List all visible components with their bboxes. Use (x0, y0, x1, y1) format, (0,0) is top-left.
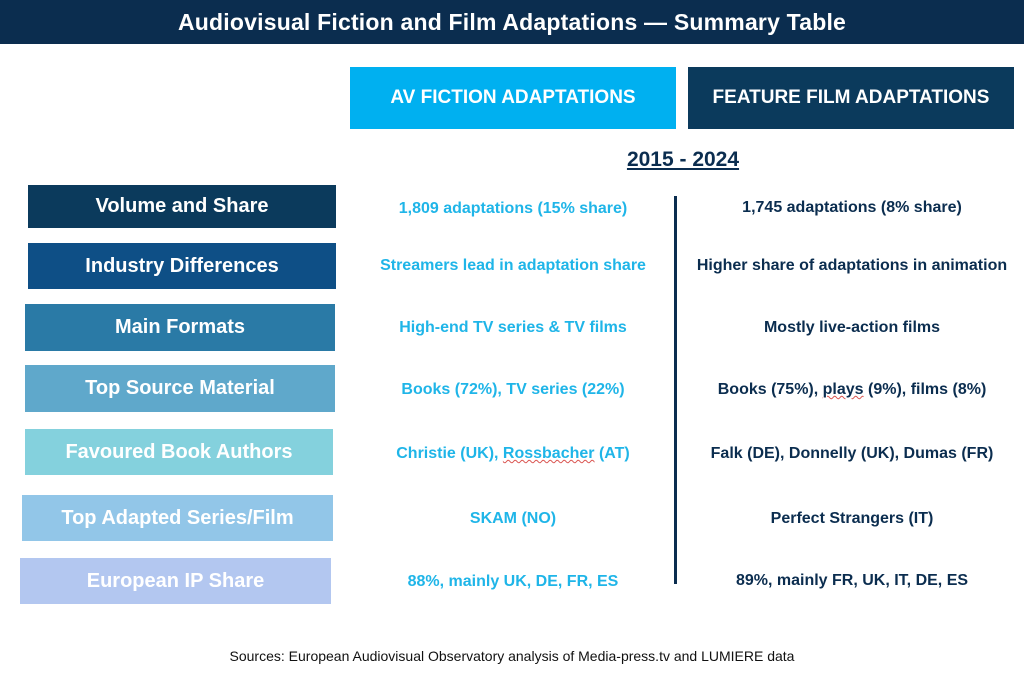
av-author-christie: Christie (UK), (396, 445, 503, 462)
row-label-volume-share: Volume and Share (28, 185, 336, 228)
row-label-european-ip-share: European IP Share (20, 558, 331, 604)
feature-film-column-header: FEATURE FILM ADAPTATIONS (688, 67, 1014, 129)
film-top-source-material: Books (75%), plays (9%), films (8%) (680, 377, 1024, 403)
row-label-top-source-material: Top Source Material (25, 365, 335, 412)
row-label-industry-differences: Industry Differences (28, 243, 336, 289)
film-industry-differences: Higher share of adaptations in animation (696, 257, 1008, 274)
av-author-country: (AT) (594, 445, 630, 462)
av-top-adapted-series: SKAM (NO) (469, 510, 557, 527)
av-european-ip-share: 88%, mainly UK, DE, FR, ES (407, 573, 619, 590)
column-divider (674, 196, 677, 584)
film-source-plays-spellcheck: plays (822, 381, 864, 398)
av-volume-share: 1,809 adaptations (15% share) (398, 200, 628, 217)
film-top-adapted-film: Perfect Strangers (IT) (770, 510, 934, 527)
row-label-favoured-book-authors: Favoured Book Authors (25, 429, 333, 475)
sources-note: Sources: European Audiovisual Observator… (229, 648, 795, 664)
row-label-top-adapted-series-film: Top Adapted Series/Film (22, 495, 333, 541)
av-author-rossbacher-spellcheck: Rossbacher (502, 445, 595, 462)
av-industry-differences: Streamers lead in adaptation share (380, 257, 646, 274)
page-title: Audiovisual Fiction and Film Adaptations… (0, 0, 1024, 44)
av-fiction-column-header: AV FICTION ADAPTATIONS (350, 67, 676, 129)
film-volume-share: 1,745 adaptations (8% share) (742, 199, 962, 216)
av-favoured-book-authors: Christie (UK), Rossbacher (AT) (350, 441, 676, 467)
film-main-formats: Mostly live-action films (763, 319, 941, 336)
av-top-source-material: Books (72%), TV series (22%) (401, 381, 625, 398)
film-european-ip-share: 89%, mainly FR, UK, IT, DE, ES (735, 572, 969, 589)
av-main-formats: High-end TV series & TV films (399, 319, 627, 336)
film-favoured-book-authors: Falk (DE), Donnelly (UK), Dumas (FR) (710, 445, 994, 462)
film-source-books: Books (75%), (717, 381, 823, 398)
period-label: 2015 - 2024 (626, 148, 740, 171)
film-source-rest: (9%), films (8%) (863, 381, 987, 398)
row-label-main-formats: Main Formats (25, 304, 335, 351)
